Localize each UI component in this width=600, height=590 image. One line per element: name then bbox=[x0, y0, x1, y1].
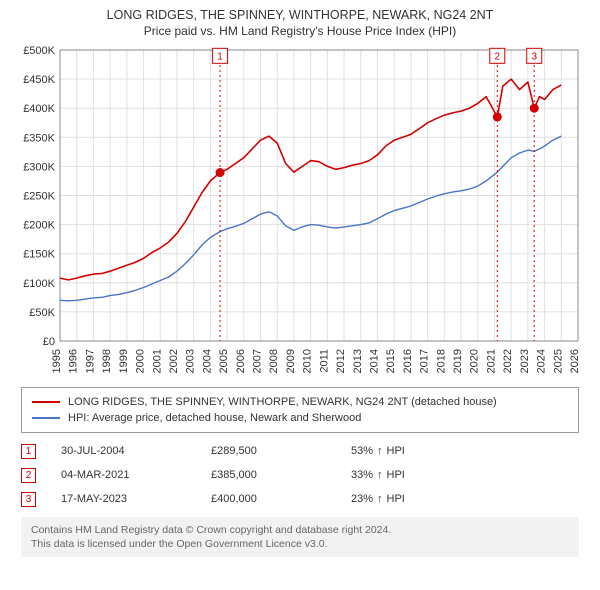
svg-text:£400K: £400K bbox=[23, 103, 55, 115]
svg-text:2014: 2014 bbox=[368, 349, 380, 373]
sale-hpi-delta: 33%↑HPI bbox=[351, 469, 511, 481]
license-line-2: This data is licensed under the Open Gov… bbox=[31, 537, 569, 551]
svg-text:1999: 1999 bbox=[118, 349, 130, 373]
legend-item: LONG RIDGES, THE SPINNEY, WINTHORPE, NEW… bbox=[32, 394, 568, 410]
sale-marker-badge: 3 bbox=[21, 492, 36, 507]
svg-text:£200K: £200K bbox=[23, 220, 55, 232]
svg-text:2004: 2004 bbox=[201, 349, 213, 373]
svg-text:1998: 1998 bbox=[101, 349, 113, 373]
sale-marker-badge: 2 bbox=[21, 468, 36, 483]
legend-swatch bbox=[32, 401, 60, 403]
svg-text:2024: 2024 bbox=[536, 349, 548, 373]
legend-item: HPI: Average price, detached house, Newa… bbox=[32, 410, 568, 426]
svg-text:£300K: £300K bbox=[23, 161, 55, 173]
sale-price: £289,500 bbox=[211, 445, 351, 457]
svg-text:1: 1 bbox=[217, 51, 223, 62]
svg-text:£350K: £350K bbox=[23, 132, 55, 144]
sales-table: 1 30-JUL-2004£289,50053%↑HPI 2 04-MAR-2021£… bbox=[21, 439, 579, 511]
svg-text:£150K: £150K bbox=[23, 249, 55, 261]
license-line-1: Contains HM Land Registry data © Crown c… bbox=[31, 523, 569, 537]
legend-label: HPI: Average price, detached house, Newa… bbox=[68, 412, 361, 424]
svg-text:£500K: £500K bbox=[23, 45, 55, 57]
sale-hpi-delta: 23%↑HPI bbox=[351, 493, 511, 505]
sale-date: 04-MAR-2021 bbox=[61, 469, 211, 481]
svg-text:1997: 1997 bbox=[84, 349, 96, 373]
chart-plot: 1 2 3 £0 £50K £100K £150K £200K £250K £300K £350K… bbox=[12, 44, 588, 379]
sale-price: £385,000 bbox=[211, 469, 351, 481]
svg-text:2000: 2000 bbox=[135, 349, 147, 373]
svg-text:2003: 2003 bbox=[185, 349, 197, 373]
arrow-up-icon: ↑ bbox=[377, 493, 383, 505]
svg-text:2020: 2020 bbox=[469, 349, 481, 373]
sale-row: 1 30-JUL-2004£289,50053%↑HPI bbox=[21, 439, 579, 463]
sale-row: 2 04-MAR-2021£385,00033%↑HPI bbox=[21, 463, 579, 487]
svg-text:£450K: £450K bbox=[23, 74, 55, 86]
svg-text:2017: 2017 bbox=[419, 349, 431, 373]
arrow-up-icon: ↑ bbox=[377, 445, 383, 457]
chart-subtitle: Price paid vs. HM Land Registry's House … bbox=[12, 24, 588, 38]
license-note: Contains HM Land Registry data © Crown c… bbox=[21, 517, 579, 557]
svg-text:£0: £0 bbox=[43, 336, 55, 348]
svg-text:2019: 2019 bbox=[452, 349, 464, 373]
svg-text:2023: 2023 bbox=[519, 349, 531, 373]
chart-title: LONG RIDGES, THE SPINNEY, WINTHORPE, NEW… bbox=[12, 8, 588, 22]
legend: LONG RIDGES, THE SPINNEY, WINTHORPE, NEW… bbox=[21, 387, 579, 433]
svg-text:2009: 2009 bbox=[285, 349, 297, 373]
sale-date: 17-MAY-2023 bbox=[61, 493, 211, 505]
svg-text:2007: 2007 bbox=[252, 349, 264, 373]
svg-text:2015: 2015 bbox=[385, 349, 397, 373]
svg-text:2002: 2002 bbox=[168, 349, 180, 373]
svg-text:2026: 2026 bbox=[569, 349, 581, 373]
svg-text:2006: 2006 bbox=[235, 349, 247, 373]
svg-text:2: 2 bbox=[495, 51, 501, 62]
svg-text:1995: 1995 bbox=[51, 349, 63, 373]
svg-text:2008: 2008 bbox=[268, 349, 280, 373]
svg-text:2010: 2010 bbox=[302, 349, 314, 373]
svg-text:£100K: £100K bbox=[23, 278, 55, 290]
svg-text:2005: 2005 bbox=[218, 349, 230, 373]
sale-marker-badge: 1 bbox=[21, 444, 36, 459]
svg-text:2016: 2016 bbox=[402, 349, 414, 373]
legend-label: LONG RIDGES, THE SPINNEY, WINTHORPE, NEW… bbox=[68, 396, 497, 408]
svg-text:£50K: £50K bbox=[29, 307, 55, 319]
svg-text:2011: 2011 bbox=[318, 349, 330, 373]
svg-text:3: 3 bbox=[531, 51, 537, 62]
svg-text:2022: 2022 bbox=[502, 349, 514, 373]
legend-swatch bbox=[32, 417, 60, 419]
svg-text:2012: 2012 bbox=[335, 349, 347, 373]
svg-text:2018: 2018 bbox=[435, 349, 447, 373]
sale-row: 3 17-MAY-2023£400,00023%↑HPI bbox=[21, 487, 579, 511]
svg-text:2025: 2025 bbox=[552, 349, 564, 373]
svg-text:2021: 2021 bbox=[485, 349, 497, 373]
svg-text:£250K: £250K bbox=[23, 191, 55, 203]
svg-text:1996: 1996 bbox=[68, 349, 80, 373]
svg-text:2001: 2001 bbox=[151, 349, 163, 373]
sale-date: 30-JUL-2004 bbox=[61, 445, 211, 457]
arrow-up-icon: ↑ bbox=[377, 469, 383, 481]
sale-price: £400,000 bbox=[211, 493, 351, 505]
svg-text:2013: 2013 bbox=[352, 349, 364, 373]
sale-hpi-delta: 53%↑HPI bbox=[351, 445, 511, 457]
